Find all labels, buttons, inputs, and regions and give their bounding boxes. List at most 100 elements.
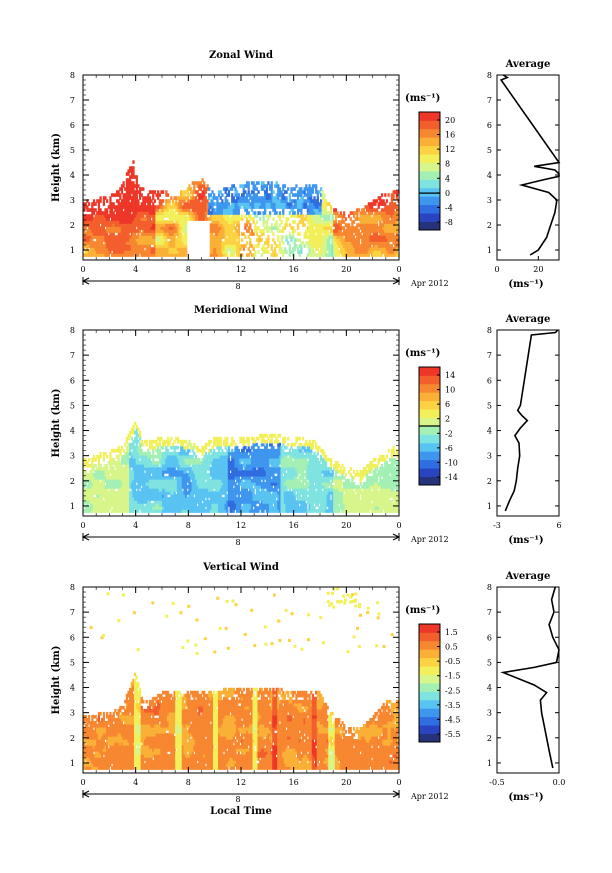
heatmap-cell bbox=[152, 485, 155, 489]
heatmap-cell bbox=[97, 238, 101, 242]
heatmap-cell bbox=[357, 229, 361, 233]
heatmap-cell bbox=[194, 473, 198, 477]
heatmap-cell bbox=[129, 202, 132, 206]
heatmap-cell bbox=[316, 244, 319, 248]
heatmap-cell bbox=[158, 211, 161, 215]
heatmap-cell bbox=[201, 451, 204, 456]
heatmap-cell bbox=[379, 226, 382, 230]
heatmap-cell bbox=[338, 244, 341, 248]
heatmap-cell bbox=[257, 199, 260, 203]
heatmap-cell bbox=[162, 232, 165, 236]
heatmap-cell bbox=[125, 211, 129, 215]
heatmap-cell bbox=[178, 196, 181, 200]
heatmap-cell bbox=[132, 214, 135, 218]
heatmap-cell bbox=[346, 253, 349, 257]
heatmap-cell bbox=[115, 238, 119, 242]
x-tick-label: 0 bbox=[80, 265, 85, 274]
heatmap-cell bbox=[328, 223, 331, 227]
heatmap-cell bbox=[152, 238, 155, 242]
heatmap-cell bbox=[321, 229, 324, 233]
heatmap-cell bbox=[120, 500, 124, 504]
heatmap-cell bbox=[262, 223, 265, 227]
heatmap-cell bbox=[115, 193, 119, 197]
heatmap-cell bbox=[147, 223, 150, 227]
heatmap-cell bbox=[101, 235, 104, 239]
heatmap-cell bbox=[267, 196, 270, 200]
heatmap-cell bbox=[389, 214, 392, 218]
heatmap-cell bbox=[310, 208, 313, 212]
heatmap-cell bbox=[171, 220, 175, 224]
heatmap-cell bbox=[122, 214, 125, 218]
heatmap-cell bbox=[185, 205, 188, 209]
heatmap-cell bbox=[96, 235, 99, 239]
heatmap-cell bbox=[324, 211, 328, 215]
heatmap-cell bbox=[183, 485, 186, 489]
heatmap-cell bbox=[259, 235, 262, 239]
heatmap-cell bbox=[338, 214, 341, 218]
heatmap-cell bbox=[112, 482, 115, 486]
heatmap-cell bbox=[241, 244, 244, 248]
heatmap-cell bbox=[115, 226, 119, 230]
heatmap-cell bbox=[157, 229, 160, 233]
heatmap-cell bbox=[125, 181, 129, 185]
heatmap-cell bbox=[387, 238, 390, 242]
heatmap-cell bbox=[92, 241, 96, 245]
heatmap-cell bbox=[157, 190, 160, 194]
heatmap-cell bbox=[180, 451, 183, 456]
heatmap-cell bbox=[115, 466, 119, 471]
heatmap-cell bbox=[203, 491, 206, 495]
heatmap-cell bbox=[142, 491, 145, 495]
heatmap-cell bbox=[308, 202, 311, 206]
heatmap-cell bbox=[135, 253, 138, 257]
heatmap-cell bbox=[310, 253, 313, 257]
heatmap-cell bbox=[160, 460, 163, 465]
heatmap-cell bbox=[114, 229, 117, 233]
heatmap-cell bbox=[119, 500, 122, 504]
heatmap-cell bbox=[130, 460, 133, 465]
heatmap-cell bbox=[173, 497, 176, 501]
heatmap-cell bbox=[296, 190, 300, 194]
heatmap-cell bbox=[110, 220, 114, 224]
heatmap-cell bbox=[102, 211, 105, 215]
heatmap-cell bbox=[194, 457, 198, 462]
heatmap-cell bbox=[160, 457, 163, 462]
heatmap-cell bbox=[180, 476, 183, 480]
heatmap-cell bbox=[315, 190, 318, 194]
heatmap-cell bbox=[231, 217, 234, 221]
heatmap-cell bbox=[318, 235, 321, 239]
heatmap-cell bbox=[242, 199, 245, 203]
heatmap-cell bbox=[229, 226, 232, 230]
heatmap-cell bbox=[236, 190, 239, 194]
heatmap-cell bbox=[180, 250, 183, 254]
heatmap-cell bbox=[143, 497, 147, 501]
heatmap-cell bbox=[227, 190, 231, 194]
heatmap-cell bbox=[208, 202, 211, 206]
heatmap-cell bbox=[295, 238, 298, 242]
heatmap-cell bbox=[148, 500, 152, 504]
heatmap-cell bbox=[135, 427, 138, 432]
heatmap-cell bbox=[137, 229, 140, 233]
heatmap-cell bbox=[385, 253, 389, 257]
heatmap-cell bbox=[336, 235, 339, 239]
heatmap-cell bbox=[175, 223, 178, 227]
heatmap-cell bbox=[267, 205, 270, 209]
heatmap-cell bbox=[188, 184, 191, 188]
heatmap-cell bbox=[165, 244, 168, 248]
heatmap-cell bbox=[160, 488, 163, 492]
heatmap-cell bbox=[114, 482, 117, 486]
heatmap-cell bbox=[262, 211, 265, 215]
heatmap-cell bbox=[130, 479, 133, 483]
heatmap-cell bbox=[303, 205, 306, 209]
heatmap-cell bbox=[92, 217, 96, 221]
heatmap-cell bbox=[387, 253, 390, 257]
heatmap-cell bbox=[354, 217, 357, 221]
heatmap-cell bbox=[127, 232, 130, 236]
heatmap-cell bbox=[292, 229, 295, 233]
heatmap-cell bbox=[194, 190, 198, 194]
heatmap-cell bbox=[137, 479, 140, 483]
heatmap-cell bbox=[83, 473, 86, 477]
heatmap-cell bbox=[326, 238, 329, 242]
heatmap-cell bbox=[362, 250, 366, 254]
heatmap-cell bbox=[347, 250, 351, 254]
heatmap-cell bbox=[178, 451, 181, 456]
